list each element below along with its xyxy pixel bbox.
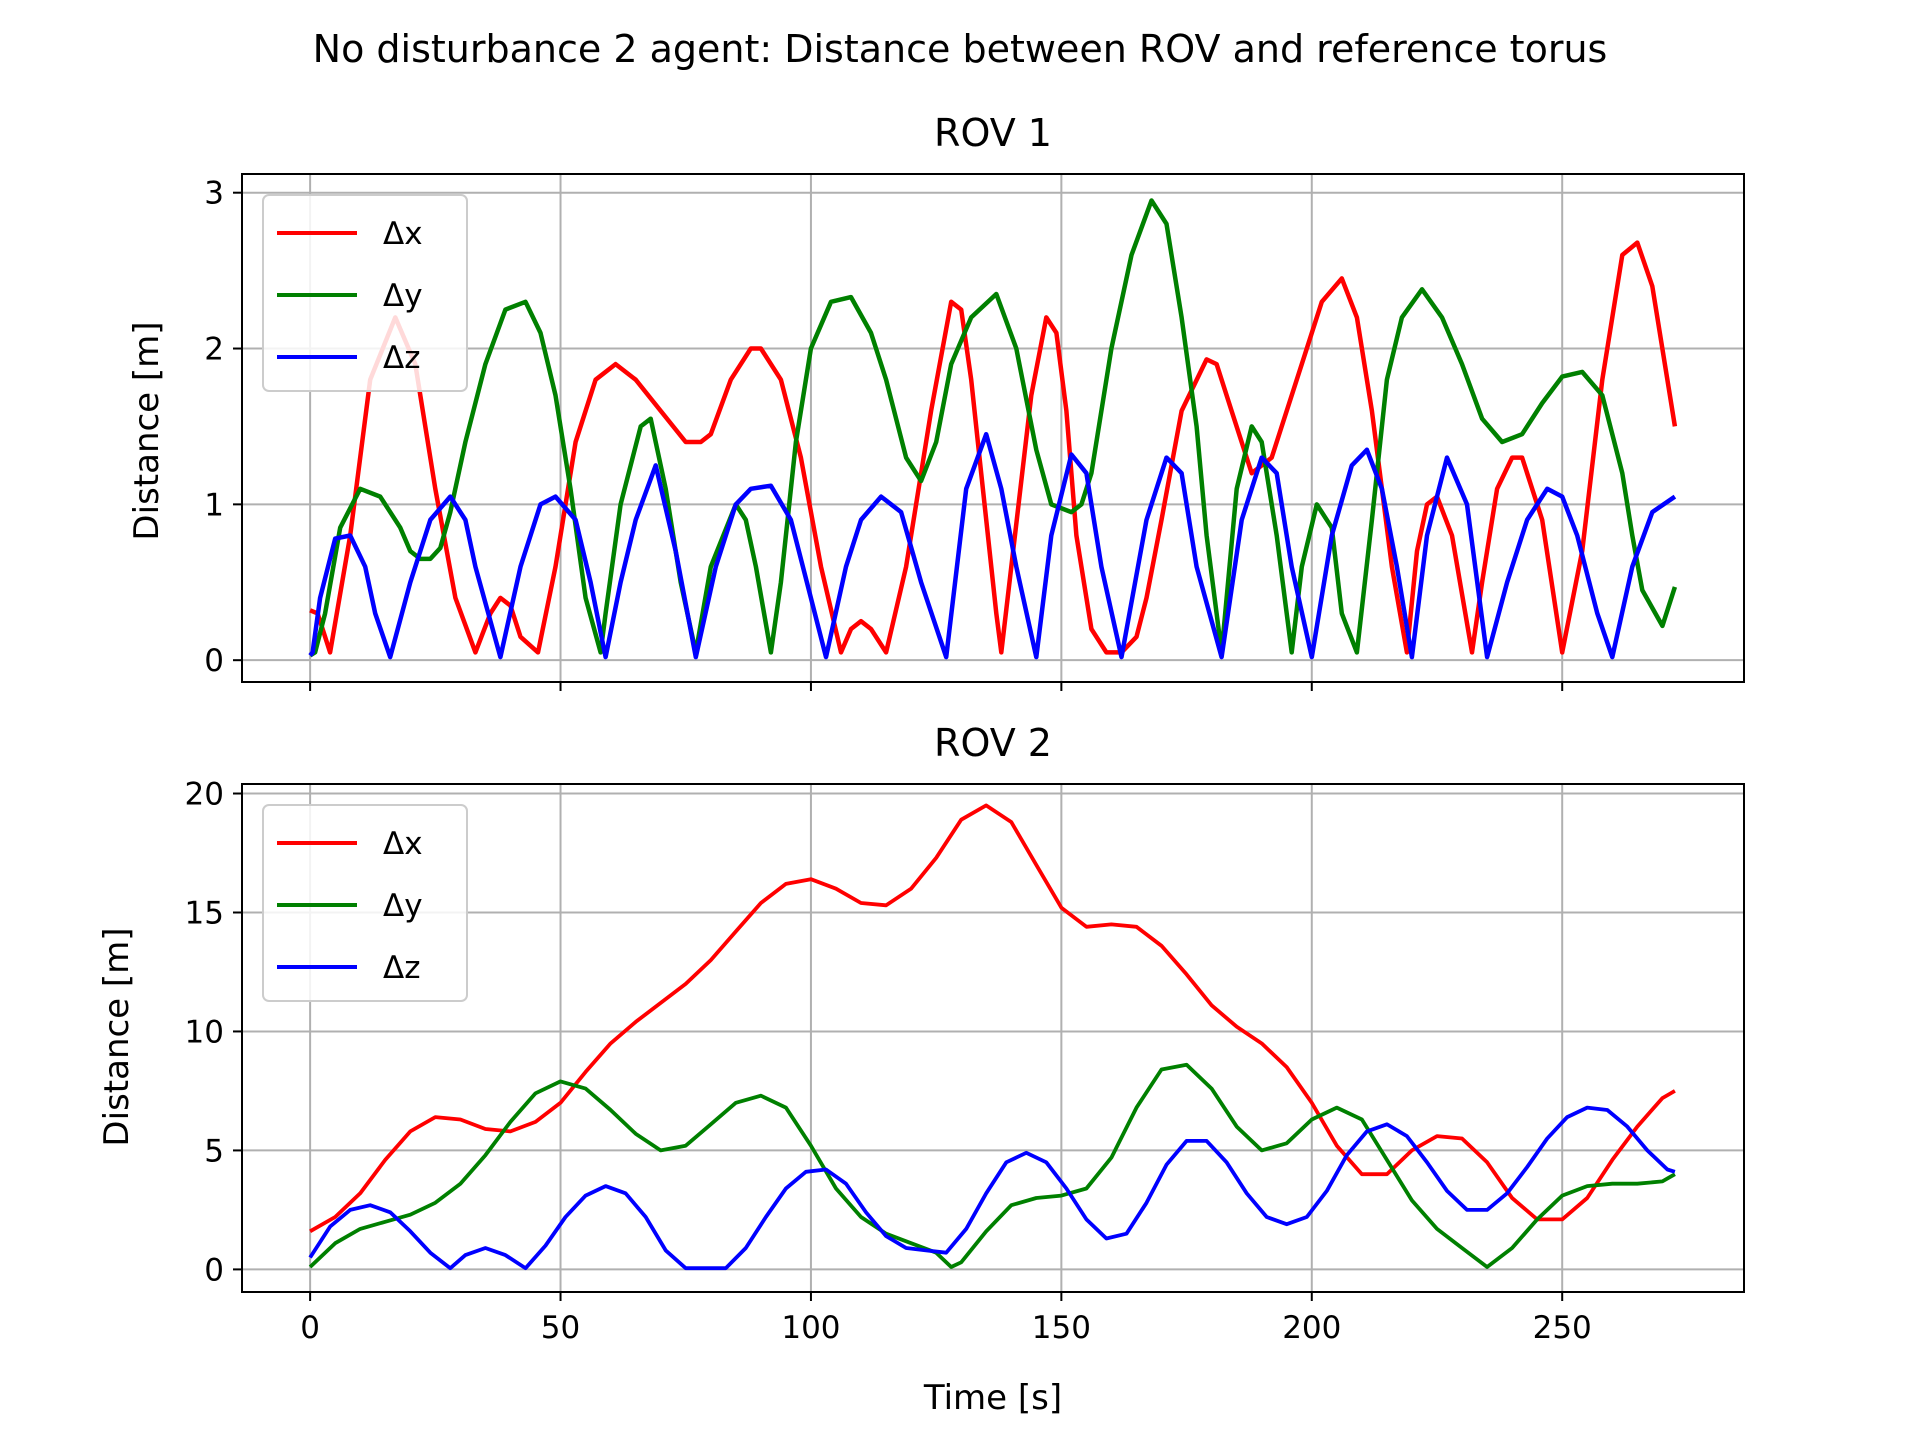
axes-frame	[241, 783, 1745, 1293]
rov2-ylabel: Distance [m]	[97, 927, 137, 1146]
rov2-plot: ROV 2 Distance [m] Time [s] 0 50 100 150 200…	[97, 721, 1745, 1418]
series-line-dz	[308, 431, 1677, 660]
legend-label: Δx	[383, 216, 423, 252]
x-tick-label: 150	[1032, 1310, 1091, 1346]
series-line-dx	[309, 803, 1676, 1233]
y-tick-label: 5	[204, 1133, 224, 1169]
rov1-plot: ROV 1 Distance [m] 0 1 2 3 Δx Δy Δz	[127, 111, 1745, 691]
legend-label: Δy	[383, 278, 423, 314]
rov1-title: ROV 1	[934, 111, 1052, 155]
series-line-dz	[308, 1105, 1676, 1271]
axes-frame	[241, 173, 1745, 683]
legend-label: Δy	[383, 888, 423, 924]
series-line-dy	[308, 1062, 1676, 1269]
x-tick-label: 100	[781, 1310, 840, 1346]
y-tick-label: 0	[204, 1252, 224, 1288]
rov2-xlabel: Time [s]	[923, 1378, 1062, 1418]
legend: Δx Δy Δz	[262, 804, 468, 1002]
legend: Δx Δy Δz	[262, 194, 468, 392]
rov1-ylabel: Distance [m]	[127, 321, 167, 540]
rov2-title: ROV 2	[934, 721, 1052, 765]
y-tick-label: 15	[185, 895, 224, 931]
y-tick-label: 20	[185, 777, 224, 813]
legend-label: Δx	[383, 826, 423, 862]
legend-label: Δz	[383, 340, 420, 376]
y-tick-label: 0	[204, 643, 224, 679]
legend-box	[262, 804, 468, 1002]
y-tick-label: 10	[185, 1014, 224, 1050]
y-tick-label: 1	[204, 487, 224, 523]
x-tick-label: 0	[300, 1310, 320, 1346]
legend-label: Δz	[383, 950, 420, 986]
figure-suptitle: No disturbance 2 agent: Distance between…	[313, 27, 1608, 71]
series-line-dy	[308, 198, 1678, 658]
x-tick-label: 250	[1533, 1310, 1592, 1346]
y-tick-label: 2	[204, 332, 224, 368]
x-tick-label: 200	[1282, 1310, 1341, 1346]
x-tick-label: 50	[541, 1310, 580, 1346]
y-tick-label: 3	[204, 176, 224, 212]
legend-box	[262, 194, 468, 392]
